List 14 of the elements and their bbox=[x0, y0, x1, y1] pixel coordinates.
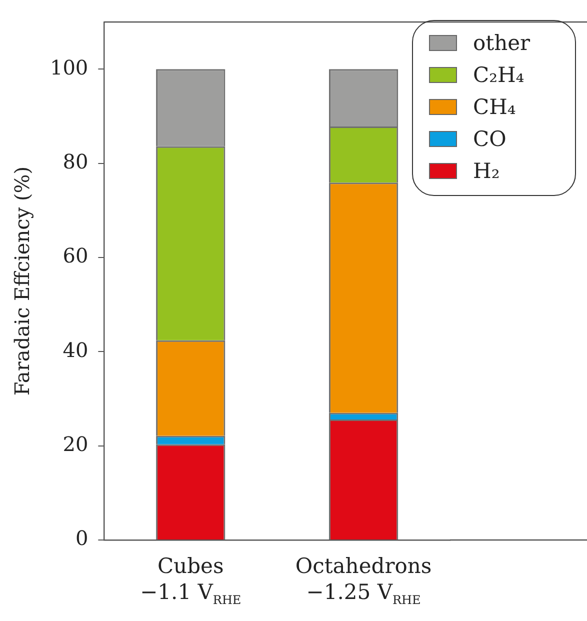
legend-label: other bbox=[473, 31, 530, 55]
y-tick-label: 80 bbox=[62, 149, 88, 174]
legend-label: C₂H₄ bbox=[473, 63, 524, 87]
y-tick-label: 0 bbox=[75, 526, 88, 550]
y-tick-label: 20 bbox=[62, 432, 88, 456]
legend-label: CO bbox=[473, 127, 506, 151]
y-tick-label: 40 bbox=[62, 338, 88, 362]
legend-label: H₂ bbox=[473, 159, 500, 183]
y-tick-label: 100 bbox=[50, 55, 88, 80]
x-tick-label: Octahedrons −1.25 V$_{RHE}$ bbox=[295, 553, 432, 610]
y-axis-title: Faradaic Effciency (%) bbox=[10, 166, 34, 396]
legend-label: CH₄ bbox=[473, 95, 516, 119]
y-tick-label: 60 bbox=[62, 244, 88, 268]
x-tick-label: Cubes −1.1 V$_{RHE}$ bbox=[140, 553, 242, 610]
